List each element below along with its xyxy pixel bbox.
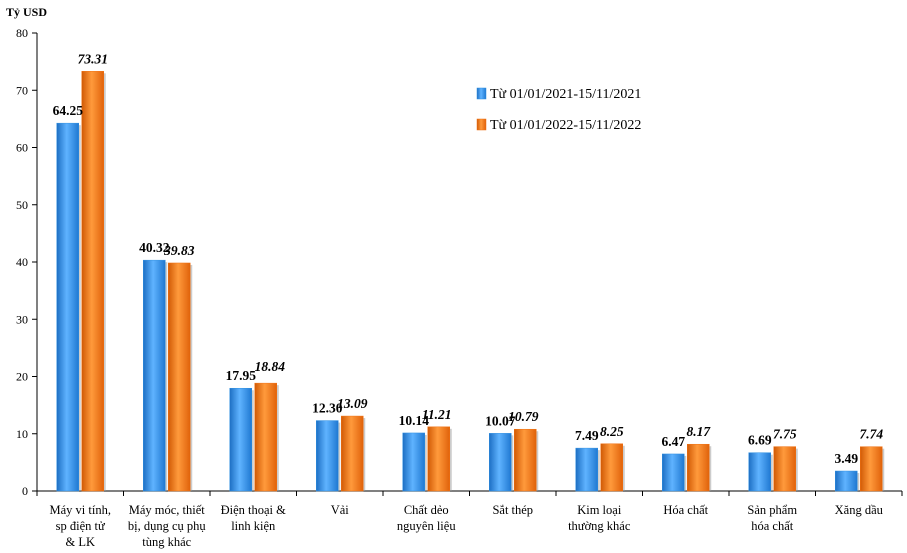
legend-label-2021: Từ 01/01/2021-15/11/2021 bbox=[490, 87, 641, 102]
bar-2021 bbox=[229, 387, 252, 492]
data-label-2022: 8.25 bbox=[600, 424, 624, 439]
bar-2021 bbox=[56, 122, 79, 492]
bar-2022 bbox=[341, 415, 364, 492]
data-label-2022: 7.74 bbox=[859, 427, 883, 442]
bar-2022 bbox=[254, 382, 277, 492]
category-label: Máy móc, thiết bị, dụng cụ phụ tùng khác bbox=[128, 503, 207, 549]
data-label-2021: 40.32 bbox=[139, 240, 170, 255]
data-label-2022: 10.79 bbox=[508, 409, 539, 424]
category-label: Sắt thép bbox=[492, 503, 533, 517]
bar-2022 bbox=[773, 446, 796, 492]
data-label-2021: 10.07 bbox=[485, 413, 516, 428]
data-label-2022: 39.83 bbox=[163, 243, 195, 258]
category-label: Kim loại thường khác bbox=[568, 503, 631, 533]
legend-label-2022: Từ 01/01/2022-15/11/2022 bbox=[490, 118, 641, 133]
category-labels: Máy vi tính, sp điện tử & LK Máy móc, thiết… bbox=[50, 503, 884, 549]
data-label-2021: 12.30 bbox=[312, 401, 343, 416]
y-tick-label: 60 bbox=[16, 141, 28, 155]
data-label-2021: 3.49 bbox=[834, 451, 858, 466]
bar-2022 bbox=[168, 262, 191, 492]
y-tick-label: 80 bbox=[16, 26, 28, 40]
y-tick-label: 20 bbox=[16, 370, 28, 384]
y-axis-unit-label: Tỷ USD bbox=[6, 5, 47, 19]
category-label: Điện thoại & linh kiện bbox=[221, 503, 287, 533]
bar-2021 bbox=[662, 453, 685, 492]
bar-2021 bbox=[748, 452, 771, 492]
bar-2021 bbox=[575, 447, 598, 492]
data-label-2021: 17.95 bbox=[226, 368, 257, 383]
y-tick-label: 30 bbox=[16, 312, 28, 326]
y-tick-label: 0 bbox=[22, 484, 28, 498]
data-label-2022: 18.84 bbox=[255, 359, 286, 374]
category-label: Vải bbox=[331, 503, 350, 517]
data-label-2021: 10.14 bbox=[399, 413, 430, 428]
data-label-2022: 8.17 bbox=[686, 424, 711, 439]
y-tick-label: 40 bbox=[16, 255, 28, 269]
category-label: Xăng dầu bbox=[835, 503, 884, 517]
data-label-2022: 7.75 bbox=[773, 427, 797, 442]
bar-2022 bbox=[427, 426, 450, 492]
bar-2021 bbox=[402, 432, 425, 492]
data-labels: 64.25 40.32 17.95 12.30 10.14 10.07 7.49 6.47 6.… bbox=[53, 51, 884, 466]
bar-2021 bbox=[316, 420, 339, 492]
bar-2022 bbox=[860, 446, 883, 492]
bar-2021 bbox=[143, 259, 166, 492]
legend-swatch-2021 bbox=[476, 87, 487, 100]
data-label-2021: 6.69 bbox=[748, 433, 772, 448]
y-tick-label: 50 bbox=[16, 198, 28, 212]
data-label-2021: 64.25 bbox=[53, 103, 84, 118]
category-label: Hóa chất bbox=[663, 503, 708, 517]
data-label-2021: 6.47 bbox=[661, 434, 685, 449]
bar-2022 bbox=[600, 443, 623, 492]
data-label-2022: 73.31 bbox=[78, 51, 108, 66]
category-label: Sản phẩm hóa chất bbox=[747, 503, 797, 533]
bar-2022 bbox=[514, 428, 537, 492]
bar-2022 bbox=[81, 71, 104, 492]
bars bbox=[56, 71, 885, 492]
data-label-2021: 7.49 bbox=[575, 428, 599, 443]
legend-swatch-2022 bbox=[476, 118, 487, 131]
y-tick-label: 70 bbox=[16, 83, 28, 97]
category-label: Máy vi tính, sp điện tử & LK bbox=[50, 503, 111, 549]
bar-2021 bbox=[835, 470, 858, 492]
data-label-2022: 11.21 bbox=[422, 407, 452, 422]
category-label: Chất dẻo nguyên liệu bbox=[397, 503, 456, 533]
legend: Từ 01/01/2021-15/11/2021 Từ 01/01/2022-15… bbox=[476, 87, 641, 133]
y-tick-label: 10 bbox=[16, 427, 28, 441]
data-label-2022: 13.09 bbox=[337, 396, 368, 411]
bar-2022 bbox=[687, 443, 710, 492]
bar-2021 bbox=[489, 433, 512, 492]
